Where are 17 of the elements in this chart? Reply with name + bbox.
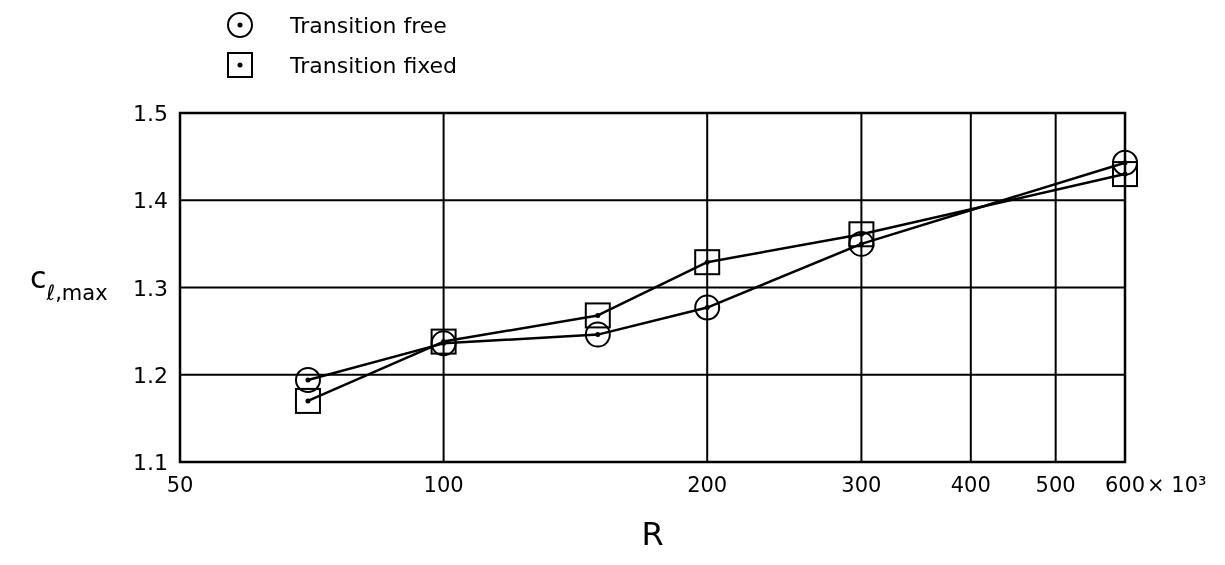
x-tick-label: 600 (1104, 473, 1146, 497)
x-tick-label: 100 (423, 473, 464, 497)
x-tick-label: 200 (687, 473, 728, 497)
y-axis-title: c$_{ℓ,max}$ (30, 259, 108, 305)
legend-label: Transition fixed (289, 53, 458, 78)
y-tick-label: 1.5 (133, 101, 168, 126)
x-tick-label: 500 (1035, 473, 1076, 497)
text: × 10³ (1147, 473, 1207, 497)
y-tick-label: 1.3 (133, 275, 168, 301)
y-tick-label: 1.1 (133, 450, 168, 475)
y-tick-label: 1.2 (133, 362, 168, 388)
x-tick-label: 50 (166, 473, 194, 497)
x-axis-title: R (641, 515, 664, 553)
legend-label: Transition free (289, 13, 447, 38)
y-tick-label: 1.4 (133, 188, 168, 214)
x-tick-label: 300 (841, 473, 882, 497)
x-tick-label: 400 (950, 473, 991, 497)
